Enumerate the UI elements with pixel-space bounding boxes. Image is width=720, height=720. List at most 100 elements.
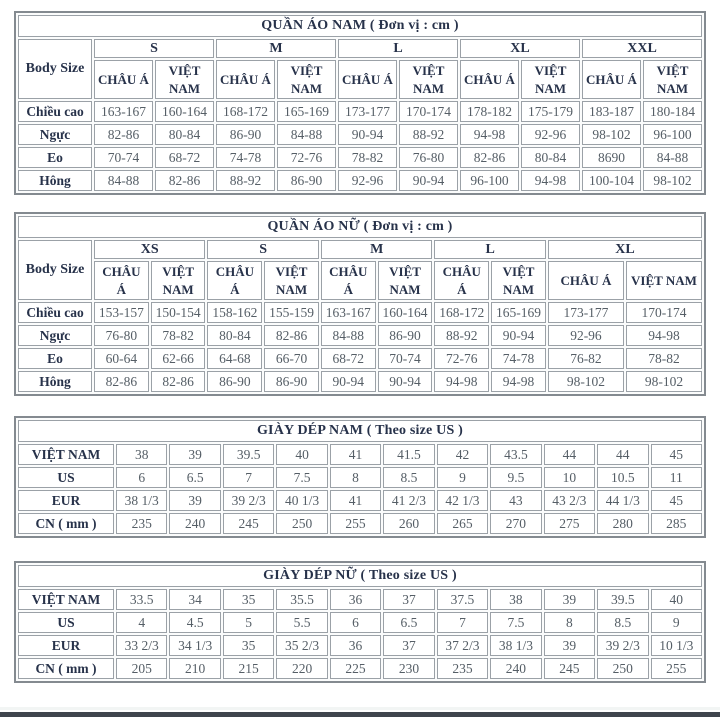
size-value-cell: 78-82 [150, 325, 206, 346]
size-group-header: XS [94, 240, 206, 259]
table-title: QUẦN ÁO NỮ ( Đơn vị : cm ) [18, 216, 702, 238]
region-subheader: CHÂU Á [434, 261, 490, 300]
size-value-cell: 39.5 [597, 589, 649, 610]
size-value-cell: 6.5 [169, 467, 221, 488]
size-value-cell: 41.5 [383, 444, 435, 465]
region-subheader: VIỆT NAM [377, 261, 433, 300]
row-label: Ngực [18, 124, 92, 145]
size-value-cell: 44 [597, 444, 649, 465]
size-value-cell: 80-84 [207, 325, 263, 346]
table-row: Ngực 82-86 80-84 86-90 84-88 90-94 88-92 94-98 9… [18, 124, 702, 145]
size-value-cell: 168-172 [434, 302, 490, 323]
size-value-cell: 86-90 [377, 325, 433, 346]
size-value-cell: 43 2/3 [543, 490, 596, 511]
size-value-cell: 96-100 [460, 170, 519, 191]
size-value-cell: 9.5 [490, 467, 542, 488]
region-subheader: CHÂU Á [320, 261, 376, 300]
row-label: EUR [18, 635, 114, 656]
size-value-cell: 33 2/3 [116, 635, 168, 656]
size-value-cell: 8.5 [597, 612, 649, 633]
size-value-cell: 70-74 [377, 348, 433, 369]
size-value-cell: 82-86 [94, 124, 153, 145]
region-subheader: CHÂU Á [216, 60, 275, 99]
size-value-cell: 215 [222, 658, 275, 679]
size-value-cell: 160-164 [377, 302, 433, 323]
row-label: VIỆT NAM [18, 444, 114, 465]
size-value-cell: 44 [543, 444, 596, 465]
table-row: VIỆT NAM 33.5 34 35 35.5 36 37 37.5 38 39 39.5 40 [18, 589, 702, 610]
region-subheader: VIỆT NAM [521, 60, 580, 99]
size-value-cell: 76-82 [547, 348, 624, 369]
region-subheader: VIỆT NAM [264, 261, 319, 300]
size-value-cell: 90-94 [320, 371, 376, 392]
size-value-cell: 7.5 [276, 467, 328, 488]
size-value-cell: 9 [436, 467, 489, 488]
size-value-cell: 92-96 [547, 325, 624, 346]
size-value-cell: 4.5 [169, 612, 221, 633]
table-title: QUẦN ÁO NAM ( Đơn vị : cm ) [18, 15, 702, 37]
size-value-cell: 82-86 [460, 147, 519, 168]
size-value-cell: 245 [222, 513, 275, 534]
size-value-cell: 40 1/3 [276, 490, 328, 511]
size-value-cell: 250 [276, 513, 328, 534]
row-label: Chiều cao [18, 101, 92, 122]
size-value-cell: 41 2/3 [383, 490, 435, 511]
size-value-cell: 86-90 [264, 371, 319, 392]
size-value-cell: 37 2/3 [436, 635, 489, 656]
size-group-header: XXL [582, 39, 702, 58]
size-value-cell: 10 [543, 467, 596, 488]
size-value-cell: 82-86 [150, 371, 206, 392]
size-value-cell: 68-72 [320, 348, 376, 369]
size-value-cell: 80-84 [155, 124, 214, 145]
region-subheader: CHÂU Á [460, 60, 519, 99]
table-row: Chiều cao 153-157 150-154 158-162 155-159 163… [18, 302, 702, 323]
size-value-cell: 180-184 [643, 101, 702, 122]
size-value-cell: 80-84 [521, 147, 580, 168]
size-value-cell: 84-88 [320, 325, 376, 346]
size-value-cell: 165-169 [277, 101, 336, 122]
size-value-cell: 43 [490, 490, 542, 511]
size-value-cell: 42 [436, 444, 489, 465]
size-value-cell: 235 [436, 658, 489, 679]
size-value-cell: 74-78 [216, 147, 275, 168]
size-value-cell: 92-96 [521, 124, 580, 145]
size-group-header: L [434, 240, 546, 259]
size-value-cell: 86-90 [207, 371, 263, 392]
size-value-cell: 158-162 [207, 302, 263, 323]
size-value-cell: 41 [329, 444, 382, 465]
row-label: CN ( mm ) [18, 658, 114, 679]
size-group-header: M [320, 240, 433, 259]
size-value-cell: 76-80 [94, 325, 149, 346]
size-value-cell: 275 [543, 513, 596, 534]
size-value-cell: 72-76 [277, 147, 336, 168]
body-size-corner-label: Body Size [18, 39, 92, 99]
size-value-cell: 38 1/3 [116, 490, 168, 511]
size-value-cell: 9 [650, 612, 702, 633]
row-label: EUR [18, 490, 114, 511]
size-value-cell: 64-68 [207, 348, 263, 369]
size-value-cell: 225 [329, 658, 382, 679]
size-value-cell: 240 [490, 658, 542, 679]
size-value-cell: 8 [329, 467, 382, 488]
size-value-cell: 76-80 [399, 147, 458, 168]
row-label: Hông [18, 170, 92, 191]
size-value-cell: 86-90 [216, 124, 275, 145]
size-value-cell: 39 [169, 444, 221, 465]
region-subheader: VIỆT NAM [643, 60, 702, 99]
table-row: Hông 84-88 82-86 88-92 86-90 92-96 90-94 96-100… [18, 170, 702, 191]
size-value-cell: 4 [116, 612, 168, 633]
size-value-cell: 39 [169, 490, 221, 511]
size-value-cell: 205 [116, 658, 168, 679]
table-row: Ngực 76-80 78-82 80-84 82-86 84-88 86-90 88-92 9… [18, 325, 702, 346]
size-value-cell: 90-94 [377, 371, 433, 392]
body-size-corner-label: Body Size [18, 240, 92, 300]
size-value-cell: 98-102 [643, 170, 702, 191]
region-subheader: VIỆT NAM [625, 261, 702, 300]
size-value-cell: 37.5 [436, 589, 489, 610]
table-row: Hông 82-86 82-86 86-90 86-90 90-94 90-94 94-98 9… [18, 371, 702, 392]
row-label: Eo [18, 348, 92, 369]
size-value-cell: 280 [597, 513, 649, 534]
size-value-cell: 34 [169, 589, 221, 610]
bottom-shadow-strip [0, 707, 720, 710]
size-value-cell: 173-177 [338, 101, 397, 122]
